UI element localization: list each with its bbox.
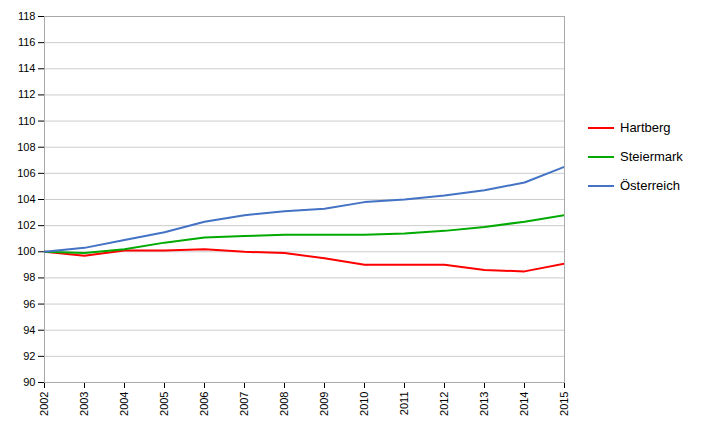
svg-text:2005: 2005 <box>158 392 170 416</box>
svg-text:2012: 2012 <box>438 392 450 416</box>
svg-text:90: 90 <box>23 376 35 388</box>
svg-text:2006: 2006 <box>198 392 210 416</box>
svg-text:2004: 2004 <box>118 392 130 416</box>
svg-text:116: 116 <box>18 36 36 48</box>
svg-text:112: 112 <box>18 88 36 100</box>
svg-text:2007: 2007 <box>238 392 250 416</box>
svg-text:92: 92 <box>23 350 35 362</box>
svg-text:98: 98 <box>23 271 35 283</box>
svg-text:2008: 2008 <box>278 392 290 416</box>
svg-text:106: 106 <box>17 167 35 179</box>
html-text:Steiermark: Steiermark <box>620 149 683 164</box>
svg-text:94: 94 <box>23 324 35 336</box>
html-text:Hartberg: Hartberg <box>620 120 671 135</box>
svg-text:108: 108 <box>17 141 35 153</box>
svg-text:2015: 2015 <box>558 392 570 416</box>
svg-text:118: 118 <box>18 10 36 22</box>
svg-text:2014: 2014 <box>518 392 530 416</box>
svg-text:102: 102 <box>17 219 35 231</box>
svg-text:2003: 2003 <box>78 392 90 416</box>
svg-text:104: 104 <box>17 193 35 205</box>
svg-text:2010: 2010 <box>358 392 370 416</box>
svg-text:2013: 2013 <box>478 392 490 416</box>
svg-text:2002: 2002 <box>38 392 50 416</box>
html-text:Österreich: Österreich <box>620 178 680 193</box>
svg-text:96: 96 <box>23 298 35 310</box>
svg-text:100: 100 <box>17 245 35 257</box>
svg-text:2009: 2009 <box>318 392 330 416</box>
svg-text:110: 110 <box>18 115 36 127</box>
svg-text:2011: 2011 <box>398 392 410 416</box>
svg-text:114: 114 <box>18 62 36 74</box>
